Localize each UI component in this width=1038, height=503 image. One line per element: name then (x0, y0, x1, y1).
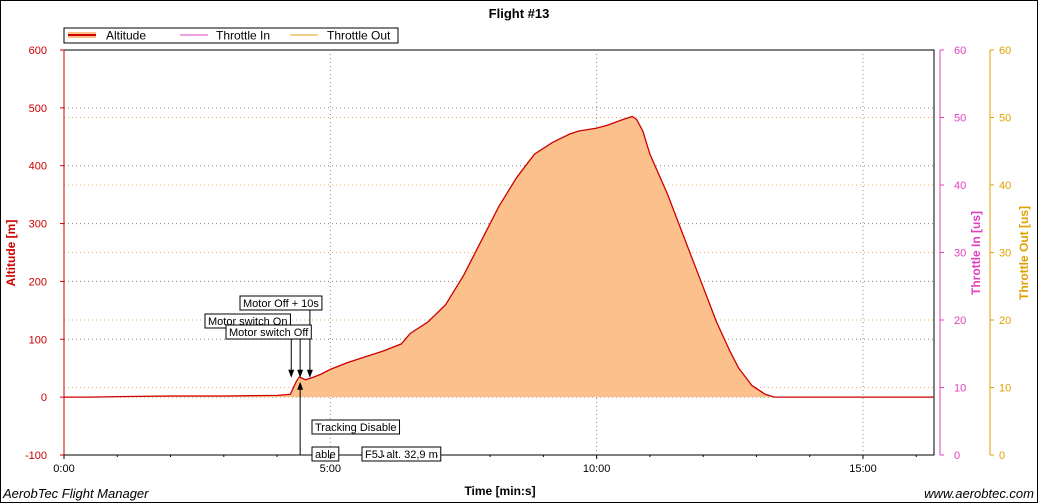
annotation-box (225, 324, 312, 340)
annotation-arrow (297, 369, 304, 378)
legend-label-altitude: Altitude (106, 29, 146, 43)
legend-label-throttle-in: Throttle In (216, 29, 270, 43)
annotation-box (239, 295, 323, 311)
annotation-below: F5J alt. 32,9 m (361, 446, 442, 462)
y-tick-label-throttle-out: 0 (999, 450, 1005, 462)
y-tick-label-throttle-in: 20 (954, 315, 966, 327)
annotation-label: Motor switch Off (229, 327, 309, 339)
x-tick-label: 0:00 (53, 463, 74, 475)
y-axis-label-throttle-in: Throttle In [us] (969, 211, 983, 295)
y-tick-label-altitude: 300 (29, 219, 47, 231)
y-tick-label-throttle-out: 30 (999, 248, 1011, 260)
y-tick-label-throttle-out: 50 (999, 113, 1011, 125)
y-tick-label-altitude: 0 (41, 392, 47, 404)
y-tick-label-throttle-out: 60 (999, 45, 1011, 57)
annotation-label: F5J alt. 32,9 m (365, 449, 438, 461)
y-tick-label-altitude: 400 (29, 161, 47, 173)
x-tick-label: 5:00 (320, 463, 341, 475)
annotation-above: Motor Off + 10s (239, 295, 323, 378)
y-tick-label-throttle-in: 40 (954, 180, 966, 192)
y-tick-label-throttle-in: 10 (954, 383, 966, 395)
altitude-line (64, 115, 934, 398)
annotation-label: Tracking Disable (315, 422, 397, 434)
y-axis-label-altitude: Altitude [m] (4, 220, 18, 287)
x-tick-label: 10:00 (583, 463, 611, 475)
footer-website: www.aerobtec.com (924, 486, 1034, 501)
annotation-box (361, 446, 442, 462)
y-tick-label-throttle-in: 30 (954, 248, 966, 260)
y-tick-label-throttle-in: 0 (954, 450, 960, 462)
axes-layer: -100010020030040050060001020304050600102… (25, 45, 1011, 475)
altitude-area-layer (64, 115, 934, 398)
footer-app-name: AerobTec Flight Manager (3, 486, 149, 501)
annotation-arrow (306, 369, 313, 378)
legend: Altitude Throttle In Throttle Out (63, 27, 399, 44)
annotation-arrow (297, 381, 304, 390)
x-axis-label: Time [min:s] (464, 484, 535, 498)
y-tick-label-throttle-out: 20 (999, 315, 1011, 327)
altitude-area (64, 116, 934, 398)
y-tick-label-altitude: 600 (29, 45, 47, 57)
annotation-above: Motor switch Off (225, 324, 312, 378)
y-tick-label-throttle-out: 10 (999, 383, 1011, 395)
y-tick-label-throttle-in: 50 (954, 113, 966, 125)
legend-box (63, 27, 399, 44)
annotation-below: Tracking Disable (297, 381, 401, 455)
annotation-box (311, 446, 340, 462)
y-tick-label-altitude: 500 (29, 103, 47, 115)
annotation-below: able (311, 446, 340, 462)
x-tick-label: 15:00 (849, 463, 877, 475)
y-tick-label-throttle-in: 60 (954, 45, 966, 57)
annotation-arrow (288, 369, 295, 378)
y-tick-label-throttle-out: 40 (999, 180, 1011, 192)
y-tick-label-altitude: -100 (25, 450, 47, 462)
annotation-box (311, 419, 401, 435)
y-tick-label-altitude: 200 (29, 276, 47, 288)
chart-title: Flight #13 (489, 6, 550, 21)
legend-label-throttle-out: Throttle Out (327, 29, 391, 43)
y-tick-label-altitude: 100 (29, 334, 47, 346)
annotation-label: Motor Off + 10s (243, 298, 319, 310)
annotation-label: able (315, 449, 336, 461)
y-axis-label-throttle-out: Throttle Out [us] (1017, 206, 1031, 300)
